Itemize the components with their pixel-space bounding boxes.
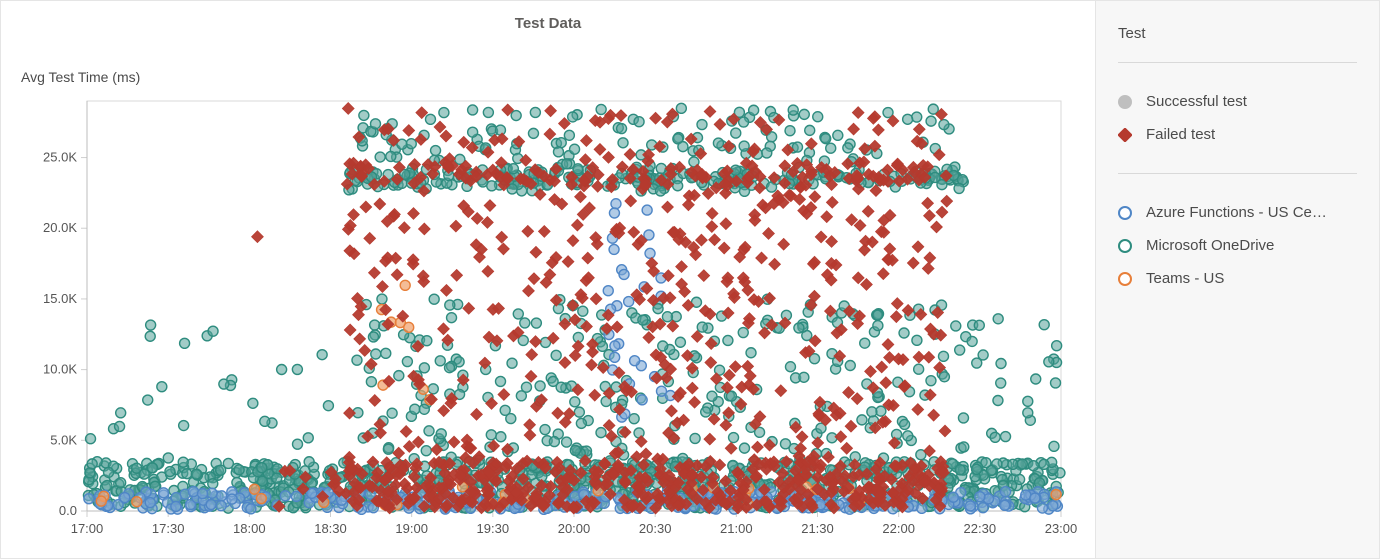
svg-text:17:30: 17:30 — [152, 521, 185, 536]
svg-text:10.0K: 10.0K — [43, 362, 77, 377]
chart-panel: Test Data Avg Test Time (ms) 0.05.0K10.0… — [1, 1, 1095, 558]
svg-text:18:30: 18:30 — [314, 521, 347, 536]
svg-text:25.0K: 25.0K — [43, 150, 77, 165]
legend-item-success[interactable]: Successful test — [1118, 85, 1357, 118]
legend-panel: Test Successful test Failed test Azure Fu… — [1095, 1, 1379, 558]
svg-text:17:00: 17:00 — [71, 521, 104, 536]
svg-text:20:30: 20:30 — [639, 521, 672, 536]
legend-label: Failed test — [1146, 126, 1215, 143]
legend-group-series: Azure Functions - US Ce… Microsoft OneDri… — [1118, 174, 1357, 317]
legend-label: Successful test — [1146, 93, 1247, 110]
svg-text:5.0K: 5.0K — [50, 432, 77, 447]
svg-text:22:30: 22:30 — [964, 521, 997, 536]
svg-text:21:00: 21:00 — [720, 521, 753, 536]
svg-text:0.0: 0.0 — [59, 503, 77, 518]
svg-text:19:30: 19:30 — [477, 521, 510, 536]
svg-text:15.0K: 15.0K — [43, 291, 77, 306]
scatter-plot[interactable]: 0.0 5.0K 10.0K 15.0K 20.0K 25.0K 17:00 17:30 18:… — [1, 1, 1096, 559]
svg-text:23:00: 23:00 — [1045, 521, 1078, 536]
legend-group-status: Successful test Failed test — [1118, 63, 1357, 174]
legend-title: Test — [1118, 1, 1357, 63]
legend-item-onedrive[interactable]: Microsoft OneDrive — [1118, 229, 1357, 262]
legend-item-failed[interactable]: Failed test — [1118, 118, 1357, 151]
legend-label: Teams - US — [1146, 270, 1224, 287]
series-failed — [251, 102, 952, 514]
svg-text:20:00: 20:00 — [558, 521, 591, 536]
legend-label: Azure Functions - US Ce… — [1146, 204, 1327, 221]
legend-item-teams[interactable]: Teams - US — [1118, 262, 1357, 295]
dashboard-root: Test Data Avg Test Time (ms) 0.05.0K10.0… — [0, 0, 1380, 559]
legend-label: Microsoft OneDrive — [1146, 237, 1274, 254]
legend-item-azure[interactable]: Azure Functions - US Ce… — [1118, 196, 1357, 229]
svg-text:20.0K: 20.0K — [43, 220, 77, 235]
svg-text:19:00: 19:00 — [395, 521, 428, 536]
svg-text:22:00: 22:00 — [882, 521, 915, 536]
svg-text:21:30: 21:30 — [801, 521, 834, 536]
svg-text:18:00: 18:00 — [233, 521, 266, 536]
